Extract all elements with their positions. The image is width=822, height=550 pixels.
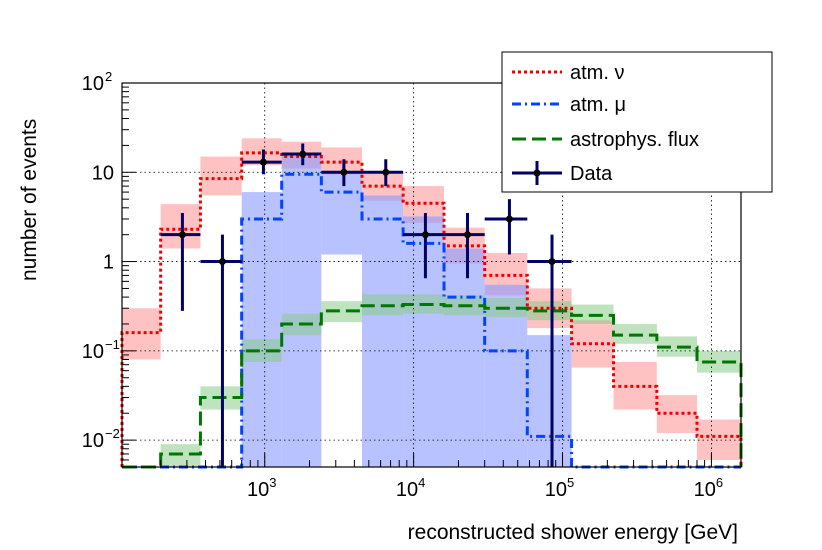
data-point-4 — [340, 168, 348, 176]
band-atm-mu-bin-5 — [321, 172, 362, 255]
data-point-9 — [548, 258, 556, 266]
data-point-1 — [218, 258, 226, 266]
band-astro-flux-bin-14 — [696, 350, 741, 373]
x-tick-label-2: 105 — [545, 475, 574, 501]
series-line-astro-flux — [122, 303, 743, 469]
y-tick-exponent-4: 2 — [105, 69, 112, 84]
x-tick-exponent: 4 — [418, 475, 425, 490]
x-tick-base: 10 — [247, 479, 269, 501]
band-astro-flux-bin-13 — [656, 336, 697, 357]
data-point-7 — [463, 231, 471, 239]
x-tick-label-3: 106 — [694, 475, 723, 501]
band-astro-flux-bin-10 — [527, 301, 572, 321]
x-tick-base: 10 — [396, 479, 418, 501]
band-atm-mu-bin-4 — [281, 154, 322, 467]
x-tick-labels: 103 104 105 106 — [247, 475, 723, 501]
band-atm-mu-bin-10 — [527, 335, 572, 467]
series-line-atm-mu — [122, 172, 741, 469]
data-points — [160, 143, 572, 467]
data-point-8 — [505, 215, 513, 223]
x-tick-exponent: 3 — [269, 475, 276, 490]
legend-label-astro-flux: astrophys. flux — [570, 129, 699, 151]
band-astro-flux-bin-5 — [321, 301, 362, 323]
y-tick-label-3: 10 — [92, 162, 114, 184]
x-axis-title: reconstructed shower energy [GeV] — [408, 521, 738, 544]
y-tick-exponent-1: −1 — [105, 337, 120, 352]
band-atm-nu-bin-1 — [160, 204, 201, 249]
y-tick-label-2: 1 — [103, 252, 114, 274]
data-point-2 — [259, 158, 267, 166]
x-tick-base: 10 — [694, 479, 716, 501]
series-lines — [120, 151, 743, 469]
x-tick-base: 10 — [545, 479, 567, 501]
legend-label-data: Data — [570, 163, 613, 185]
data-point-0 — [178, 231, 186, 239]
band-astro-flux-bin-1 — [160, 444, 201, 467]
y-tick-label-1: 10 — [82, 341, 104, 363]
data-point-5 — [382, 168, 390, 176]
legend-box — [501, 51, 773, 193]
band-atm-mu-bin-8 — [444, 248, 485, 467]
legend-swatch-data-marker — [533, 169, 541, 177]
x-tick-label-1: 104 — [396, 475, 425, 501]
band-atm-mu-bin-7 — [403, 216, 445, 467]
band-atm-nu-bin-2 — [200, 156, 242, 196]
band-atm-mu-bin-3 — [241, 192, 282, 467]
axis-ticks — [122, 82, 712, 468]
x-tick-exponent: 5 — [567, 475, 574, 490]
band-atm-mu-bin-6 — [361, 195, 404, 467]
y-tick-label-4: 10 — [82, 73, 104, 95]
legend-label-atm-nu: atm. ν — [570, 62, 624, 84]
y-tick-exponent-0: −2 — [105, 426, 120, 441]
y-tick-label-0: 10 — [82, 430, 104, 452]
band-atm-nu-bin-14 — [696, 419, 741, 460]
legend-label-atm-mu: atm. μ — [570, 94, 626, 116]
series-line-atm-nu — [120, 151, 743, 467]
x-tick-exponent: 6 — [716, 475, 723, 490]
data-point-3 — [299, 150, 307, 158]
data-point-6 — [421, 231, 429, 239]
x-tick-label-0: 103 — [247, 475, 276, 501]
y-axis-title: number of events — [18, 119, 41, 281]
legend: atm. ν atm. μ astrophys. flux Data — [501, 51, 773, 193]
